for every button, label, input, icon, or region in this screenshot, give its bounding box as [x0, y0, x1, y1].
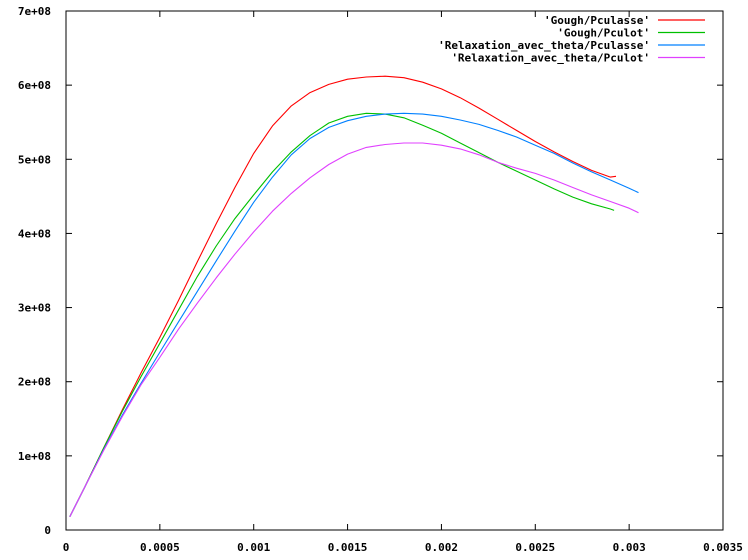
x-tick-label: 0.003	[613, 541, 646, 554]
x-tick-label: 0	[63, 541, 70, 554]
y-tick-label: 2e+08	[18, 376, 51, 389]
series-line-1	[69, 75, 617, 517]
x-tick-label: 0.0025	[515, 541, 555, 554]
series-line-2	[69, 112, 615, 517]
y-tick-label: 1e+08	[18, 450, 51, 463]
x-tick-label: 0.002	[425, 541, 458, 554]
legend-label-1: 'Gough/Pculasse'	[544, 14, 650, 27]
x-tick-label: 0.0015	[328, 541, 368, 554]
legend: 'Gough/Pculasse''Gough/Pculot''Relaxatio…	[438, 14, 705, 65]
y-tick-label: 7e+08	[18, 5, 51, 18]
ticks-layer: 0 0.0005 0.001 0.0015 0.002 0.0025 0.003 0.0035…	[18, 5, 743, 554]
legend-label-4: 'Relaxation_avec_theta/Pculot'	[451, 52, 650, 65]
y-tick-label: 5e+08	[18, 153, 51, 166]
y-tick-label: 6e+08	[18, 79, 51, 92]
x-tick-label: 0.0005	[140, 541, 180, 554]
y-tick-label: 0	[44, 524, 51, 537]
legend-label-3: 'Relaxation_avec_theta/Pculasse'	[438, 39, 650, 52]
legend-label-2: 'Gough/Pculot'	[557, 27, 650, 40]
y-tick-label: 3e+08	[18, 302, 51, 315]
plot-frame	[65, 10, 724, 531]
x-tick-label: 0.0035	[703, 541, 743, 554]
series-line-4	[69, 142, 639, 517]
series-layer	[69, 75, 639, 517]
x-tick-label: 0.001	[237, 541, 270, 554]
y-tick-label: 4e+08	[18, 227, 51, 240]
series-line-3	[69, 112, 639, 517]
